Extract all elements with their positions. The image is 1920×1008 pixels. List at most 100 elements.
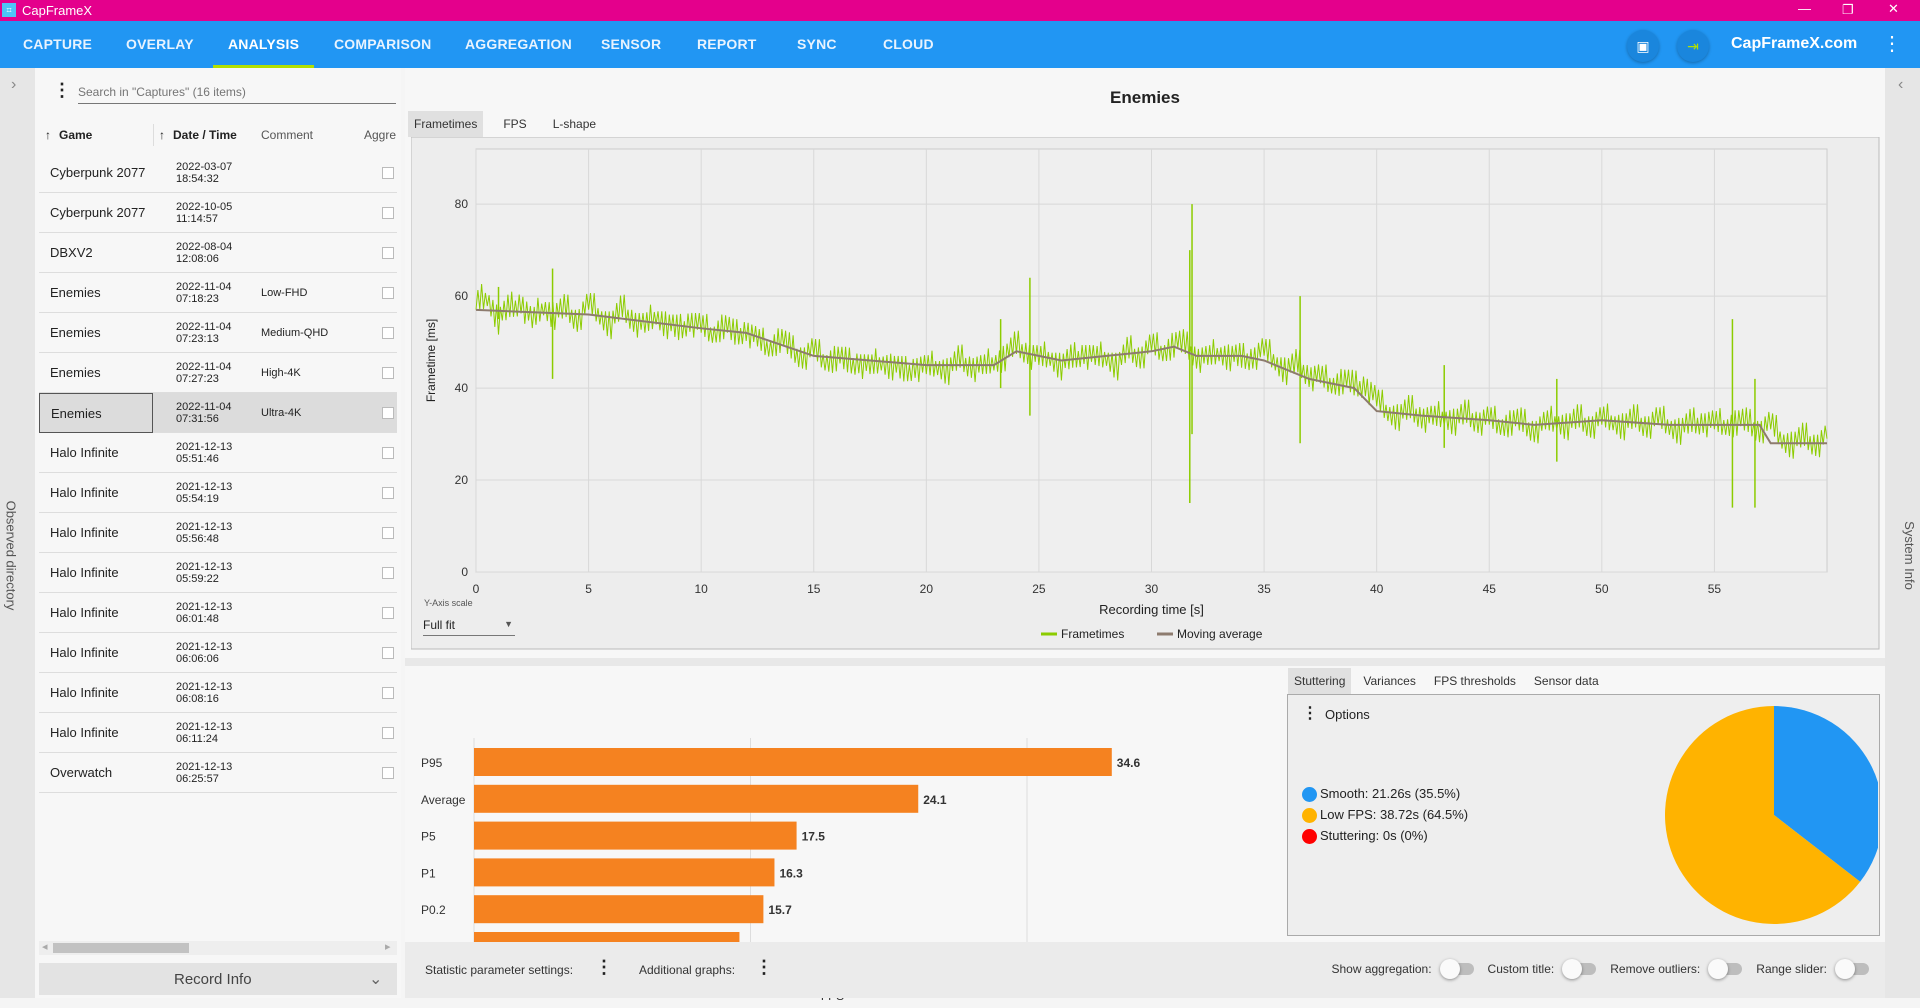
sort-date-arrow-icon[interactable]: ↑ <box>159 128 165 142</box>
title-bar: ⌗ CapFrameX — ❐ ✕ <box>0 0 1920 21</box>
dropdown-arrow-icon: ▼ <box>504 619 513 629</box>
options-label[interactable]: Options <box>1325 707 1370 722</box>
login-icon[interactable]: ⇥ <box>1677 30 1709 62</box>
observed-directory-label[interactable]: Observed directory <box>3 500 19 611</box>
observed-directory-strip[interactable]: › Observed directory <box>0 68 35 998</box>
tab-stuttering[interactable]: Stuttering <box>1288 668 1352 694</box>
capture-row[interactable]: Halo Infinite 2021-12-13 06:01:48 <box>39 593 397 633</box>
expand-chevron-icon[interactable]: › <box>11 76 17 93</box>
capture-row[interactable]: Enemies 2022-11-04 07:27:23 High-4K <box>39 353 397 393</box>
menu-icon[interactable]: ⋮ <box>53 80 71 100</box>
capture-row[interactable]: Enemies 2022-11-04 07:23:13 Medium-QHD <box>39 313 397 353</box>
bar-value-label: 34.6 <box>1117 756 1141 770</box>
captures-panel: ⋮ ↑ Game ↑ Date / Time Comment Aggre Cyb… <box>35 68 401 998</box>
table-header: ↑ Game ↑ Date / Time Comment Aggre <box>39 120 397 150</box>
legend-label: Smooth: 21.26s (35.5%) <box>1320 786 1461 801</box>
nav-sync[interactable]: SYNC <box>797 36 837 52</box>
scroll-right-icon[interactable]: ▸ <box>385 941 391 953</box>
capture-row[interactable]: Halo Infinite 2021-12-13 06:11:24 <box>39 713 397 753</box>
nav-analysis[interactable]: ANALYSIS <box>213 21 315 68</box>
sort-game-arrow-icon[interactable]: ↑ <box>45 128 51 142</box>
scroll-left-icon[interactable]: ◂ <box>42 941 48 953</box>
row-game: Halo Infinite <box>50 565 119 580</box>
tab-variances[interactable]: Variances <box>1363 674 1416 688</box>
aggregation-checkbox[interactable] <box>382 247 394 259</box>
minimize-button[interactable]: — <box>1798 1 1811 16</box>
toggle-switch[interactable] <box>1439 959 1474 979</box>
close-button[interactable]: ✕ <box>1888 1 1899 16</box>
site-link[interactable]: CapFrameX.com <box>1731 35 1858 52</box>
nav-overlay[interactable]: OVERLAY <box>126 36 194 52</box>
aggregation-checkbox[interactable] <box>382 367 394 379</box>
row-game: Halo Infinite <box>50 525 119 540</box>
aggregation-checkbox[interactable] <box>382 527 394 539</box>
capture-row[interactable]: Cyberpunk 2077 2022-03-07 18:54:32 <box>39 153 397 193</box>
more-icon[interactable]: ⋮ <box>1882 33 1902 55</box>
aggregation-checkbox[interactable] <box>382 647 394 659</box>
nav-cloud[interactable]: CLOUD <box>883 36 934 52</box>
aggregation-checkbox[interactable] <box>382 207 394 219</box>
stat-settings-menu-icon[interactable]: ⋮ <box>595 957 613 977</box>
capture-row[interactable]: DBXV2 2022-08-04 12:08:06 <box>39 233 397 273</box>
aggregation-checkbox[interactable] <box>382 487 394 499</box>
col-game[interactable]: Game <box>59 128 93 142</box>
row-game: Cyberpunk 2077 <box>50 165 146 180</box>
options-menu-icon[interactable]: ⋮ <box>1302 705 1318 722</box>
aggregation-checkbox[interactable] <box>382 167 394 179</box>
restore-button[interactable]: ❐ <box>1842 2 1854 17</box>
toggle-switch[interactable] <box>1835 959 1869 979</box>
toggle-switch[interactable] <box>1708 959 1743 979</box>
bar-value-label: 15.7 <box>768 903 792 917</box>
bottom-divider <box>405 658 1885 666</box>
aggregation-checkbox[interactable] <box>382 327 394 339</box>
capture-row[interactable]: Enemies 2022-11-04 07:31:56 Ultra-4K <box>39 393 397 433</box>
nav-aggregation[interactable]: AGGREGATION <box>465 36 572 52</box>
col-date[interactable]: Date / Time <box>173 128 237 142</box>
yscale-select[interactable]: Full fit ▼ <box>423 614 515 636</box>
toggle-switch[interactable] <box>1562 959 1597 979</box>
column-divider <box>153 124 154 146</box>
collapse-chevron-icon[interactable]: ‹ <box>1898 76 1904 93</box>
aggregation-checkbox[interactable] <box>382 767 394 779</box>
capture-row[interactable]: Halo Infinite 2021-12-13 05:56:48 <box>39 513 397 553</box>
aggregation-checkbox[interactable] <box>382 727 394 739</box>
aggregation-checkbox[interactable] <box>382 567 394 579</box>
nav-comparison[interactable]: COMPARISON <box>334 36 432 52</box>
aggregation-checkbox[interactable] <box>382 687 394 699</box>
capture-row[interactable]: Halo Infinite 2021-12-13 06:06:06 <box>39 633 397 673</box>
system-info-strip[interactable]: ‹ System Info <box>1885 68 1920 998</box>
aggregation-checkbox[interactable] <box>382 407 394 419</box>
col-aggregation[interactable]: Aggre <box>364 128 397 142</box>
bar-value-label: 16.3 <box>779 866 803 880</box>
nav-report[interactable]: REPORT <box>697 36 757 52</box>
record-info-expander[interactable]: Record Info ⌄ <box>39 963 397 995</box>
row-time: 12:08:06 <box>176 253 219 265</box>
aggregation-checkbox[interactable] <box>382 287 394 299</box>
frametime-chart[interactable]: 0 5 10 15 20 25 30 35 40 45 50 55 0 20 40 60 80 Recording… <box>411 137 1880 650</box>
screenshot-icon[interactable]: ▣ <box>1627 30 1659 62</box>
tab-fps[interactable]: FPS <box>503 117 527 131</box>
system-info-label[interactable]: System Info <box>1901 521 1917 590</box>
search-input[interactable] <box>78 80 396 104</box>
nav-capture[interactable]: CAPTURE <box>23 36 93 52</box>
capture-row[interactable]: Halo Infinite 2021-12-13 05:59:22 <box>39 553 397 593</box>
capture-row[interactable]: Halo Infinite 2021-12-13 05:54:19 <box>39 473 397 513</box>
capture-row[interactable]: Halo Infinite 2021-12-13 05:51:46 <box>39 433 397 473</box>
capture-row[interactable]: Cyberpunk 2077 2022-10-05 11:14:57 <box>39 193 397 233</box>
capture-row[interactable]: Halo Infinite 2021-12-13 06:08:16 <box>39 673 397 713</box>
capture-row[interactable]: Enemies 2022-11-04 07:18:23 Low-FHD <box>39 273 397 313</box>
horizontal-scrollbar[interactable]: ◂ ▸ <box>39 941 397 955</box>
capture-row[interactable]: Overwatch 2021-12-13 06:25:57 <box>39 753 397 793</box>
additional-graphs-menu-icon[interactable]: ⋮ <box>755 957 773 977</box>
tab-sensor-data[interactable]: Sensor data <box>1533 674 1599 688</box>
row-comment: High-4K <box>261 367 301 379</box>
nav-sensor[interactable]: SENSOR <box>601 36 662 52</box>
scroll-thumb[interactable] <box>53 943 189 953</box>
tab-l-shape[interactable]: L-shape <box>552 117 597 131</box>
aggregation-checkbox[interactable] <box>382 607 394 619</box>
tab-frametimes[interactable]: Frametimes <box>408 111 484 137</box>
row-date: 2022-11-04 <box>176 321 232 333</box>
aggregation-checkbox[interactable] <box>382 447 394 459</box>
tab-fps-thresholds[interactable]: FPS thresholds <box>1433 674 1516 688</box>
col-comment[interactable]: Comment <box>261 128 314 142</box>
